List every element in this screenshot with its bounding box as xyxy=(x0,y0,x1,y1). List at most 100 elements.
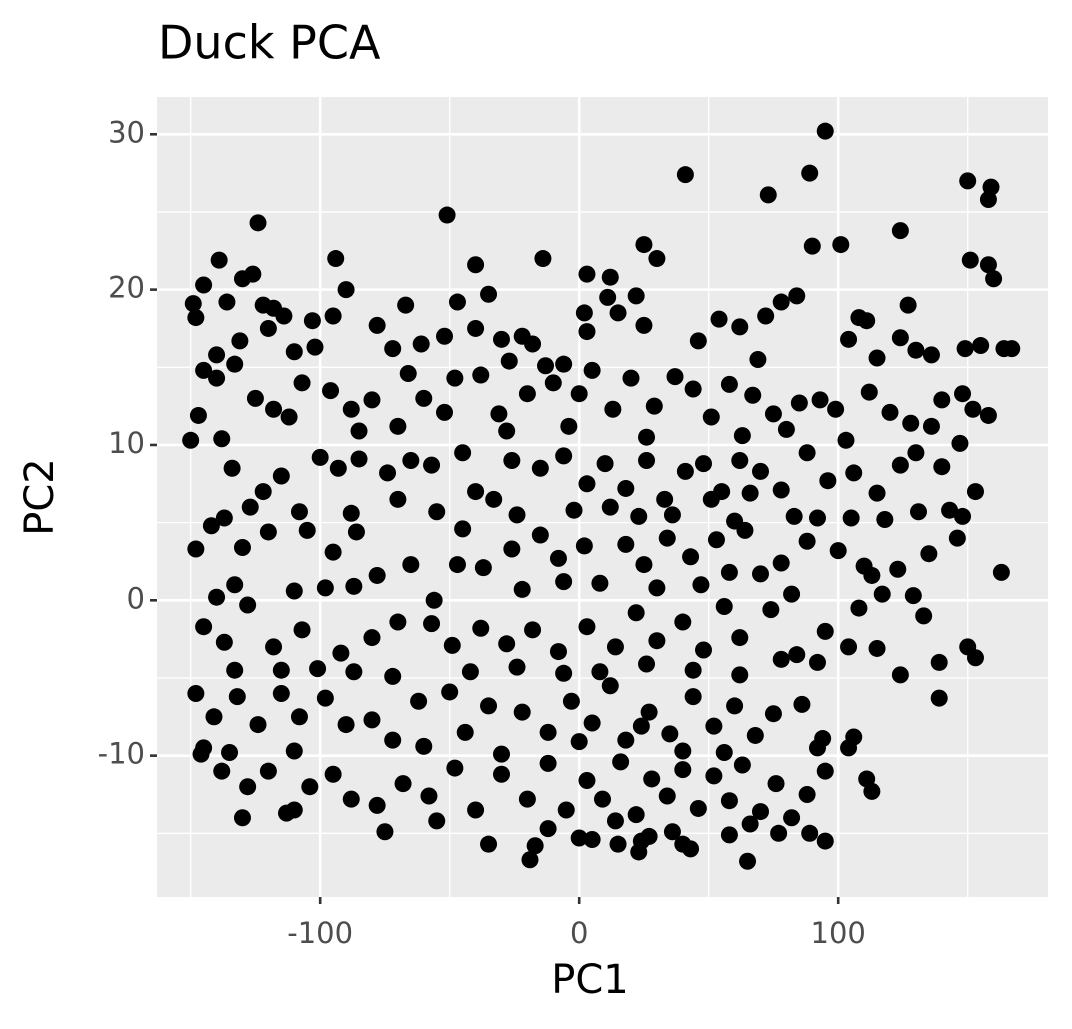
point xyxy=(467,256,485,274)
point xyxy=(428,812,446,830)
point xyxy=(661,725,679,743)
point xyxy=(503,451,521,469)
point xyxy=(246,389,264,407)
point xyxy=(627,604,645,622)
point xyxy=(638,428,656,446)
point xyxy=(632,717,650,735)
y-tick-label: 20 xyxy=(108,271,145,305)
point xyxy=(808,509,826,527)
point xyxy=(676,166,694,184)
point xyxy=(436,403,454,421)
point xyxy=(272,685,290,703)
point xyxy=(467,319,485,337)
point xyxy=(272,661,290,679)
point xyxy=(316,689,334,707)
point xyxy=(617,535,635,553)
point xyxy=(891,222,909,240)
point xyxy=(526,837,544,855)
point xyxy=(733,756,751,774)
point xyxy=(601,498,619,516)
point xyxy=(213,430,231,448)
point xyxy=(350,422,368,440)
point xyxy=(749,351,767,369)
point xyxy=(783,585,801,603)
point xyxy=(798,532,816,550)
point xyxy=(513,580,531,598)
point xyxy=(524,335,542,353)
point xyxy=(751,462,769,480)
point xyxy=(744,386,762,404)
point xyxy=(793,695,811,713)
point xyxy=(731,318,749,336)
point xyxy=(303,312,321,330)
point xyxy=(578,323,596,341)
point xyxy=(601,268,619,286)
point xyxy=(648,250,666,268)
point xyxy=(731,451,749,469)
point xyxy=(956,340,974,358)
point xyxy=(741,815,759,833)
point xyxy=(783,809,801,827)
point xyxy=(860,383,878,401)
point xyxy=(454,520,472,538)
point xyxy=(337,716,355,734)
y-tick-label: 0 xyxy=(127,581,145,615)
point xyxy=(492,765,510,783)
point xyxy=(731,666,749,684)
point xyxy=(702,408,720,426)
point xyxy=(342,504,360,522)
chart-title: Duck PCA xyxy=(158,16,381,70)
point xyxy=(961,251,979,269)
point xyxy=(674,613,692,631)
point xyxy=(306,338,324,356)
point xyxy=(715,598,733,616)
point xyxy=(617,731,635,749)
plot-panel xyxy=(157,97,1048,897)
point xyxy=(324,307,342,325)
point xyxy=(638,451,656,469)
point xyxy=(684,688,702,706)
point xyxy=(985,270,1003,288)
point xyxy=(423,456,441,474)
point xyxy=(293,374,311,392)
point xyxy=(746,726,764,744)
point xyxy=(208,588,226,606)
point xyxy=(376,823,394,841)
point xyxy=(560,417,578,435)
point xyxy=(891,666,909,684)
point xyxy=(705,767,723,785)
point xyxy=(583,831,601,849)
point xyxy=(399,365,417,383)
point xyxy=(594,790,611,808)
point xyxy=(223,459,241,477)
point xyxy=(389,417,407,435)
point xyxy=(648,632,666,650)
point xyxy=(658,529,676,547)
point xyxy=(557,801,575,819)
point xyxy=(933,391,951,409)
point xyxy=(739,852,757,870)
point xyxy=(630,507,648,525)
point xyxy=(187,685,205,703)
point xyxy=(863,782,881,800)
point xyxy=(591,663,609,681)
point xyxy=(531,526,549,544)
point xyxy=(518,790,536,808)
point xyxy=(840,330,858,348)
point xyxy=(707,531,725,549)
point xyxy=(689,332,707,350)
point xyxy=(345,577,363,595)
x-tick-label: -100 xyxy=(287,916,353,950)
point xyxy=(630,843,648,861)
point xyxy=(498,422,516,440)
point xyxy=(218,293,236,311)
point xyxy=(472,366,490,384)
point xyxy=(617,479,635,497)
point xyxy=(772,650,790,668)
point xyxy=(208,369,226,387)
point xyxy=(272,467,290,485)
point xyxy=(731,629,749,647)
point xyxy=(682,840,700,858)
point xyxy=(402,451,420,469)
point xyxy=(948,529,966,547)
